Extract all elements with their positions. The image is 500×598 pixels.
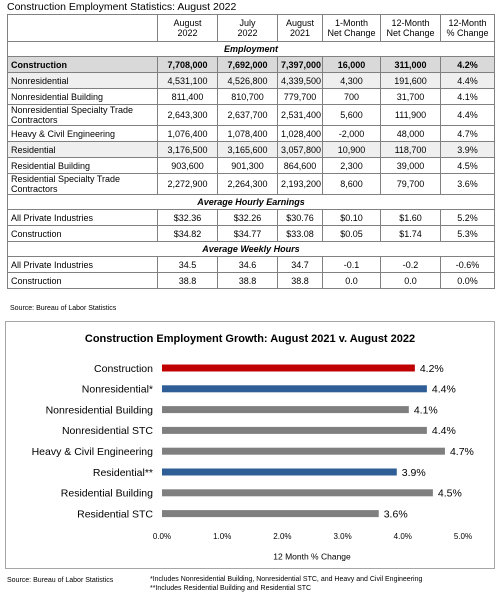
cell: 311,000	[380, 56, 441, 73]
table-row: Heavy & Civil Engineering 1,076,400 1,078,…	[7, 125, 495, 142]
bar	[162, 510, 379, 518]
data-table: August 2022 July 2022 August 2021 1-Month Net C…	[7, 14, 495, 289]
bar	[162, 406, 409, 414]
x-tick-label: 3.0%	[333, 532, 351, 541]
cell: 16,000	[322, 56, 381, 73]
cell: 4,526,800	[217, 72, 278, 89]
cell: 3,176,500	[157, 141, 218, 158]
header-line: % Change	[446, 28, 489, 38]
category-label: Nonresidential*	[82, 384, 153, 396]
category-label: Residential STC	[77, 508, 153, 520]
cell: 0.0%	[440, 272, 495, 289]
header-line: July	[239, 18, 256, 28]
value-label: 3.9%	[402, 467, 426, 479]
table-row: Nonresidential Specialty Trade Contracto…	[7, 104, 495, 126]
table-row: Construction $34.82 $34.77 $33.08 $0.05 $1.74…	[7, 225, 495, 242]
category-label: Nonresidential STC	[62, 425, 153, 437]
header-line: Net Change	[327, 28, 376, 38]
cell: 3.9%	[440, 141, 495, 158]
header-line: 2022	[237, 28, 258, 38]
row-label: Construction	[7, 56, 158, 73]
footnote: **Includes Residential Building and Resi…	[150, 585, 312, 592]
chart-title: Construction Employment Growth: August 2…	[85, 333, 415, 345]
table-row: All Private Industries 34.5 34.6 34.7 -0.1 -0…	[7, 256, 495, 273]
cell: 4.2%	[440, 56, 495, 73]
value-label: 4.4%	[432, 425, 456, 437]
table-title: Construction Employment Statistics: Augu…	[7, 1, 237, 13]
chart-source: Source: Bureau of Labor Statistics	[7, 577, 114, 584]
cell: 7,397,000	[277, 56, 323, 73]
cell: 7,692,000	[217, 56, 278, 73]
cell: 38.8	[157, 272, 218, 289]
header-line: 2022	[177, 28, 198, 38]
header-row: August 2022 July 2022 August 2021 1-Month Net C…	[7, 14, 495, 42]
cell: 0.0	[380, 272, 441, 289]
x-tick-label: 5.0%	[454, 532, 472, 541]
table-row: Construction 38.8 38.8 38.8 0.0 0.0 0.0%	[7, 272, 495, 289]
bar	[162, 426, 427, 434]
cell: 4,531,100	[157, 72, 218, 89]
bar	[162, 364, 415, 372]
x-axis-label: 12 Month % Change	[273, 551, 351, 561]
column-header: 12-Month% Change	[440, 14, 495, 42]
table-row: Nonresidential Building 811,400 810,700 779…	[7, 88, 495, 105]
category-label: Residential Building	[61, 488, 153, 500]
x-tick-label: 1.0%	[213, 532, 231, 541]
cell: 191,600	[380, 72, 441, 89]
bar	[162, 489, 433, 497]
value-label: 4.7%	[450, 446, 474, 458]
column-header: 12-Month Net Change	[380, 14, 441, 42]
x-tick-label: 4.0%	[394, 532, 412, 541]
column-header	[7, 14, 158, 42]
bar	[162, 447, 445, 455]
value-label: 3.6%	[384, 508, 408, 520]
value-label: 4.2%	[420, 363, 444, 375]
header-line: Net Change	[386, 28, 435, 38]
category-label: Residential**	[93, 467, 153, 479]
column-header: July 2022	[217, 14, 278, 42]
cell: 38.8	[217, 272, 278, 289]
category-label: Heavy & Civil Engineering	[32, 446, 154, 458]
table-row: All Private Industries $32.36 $32.26 $30.76…	[7, 209, 495, 226]
header-line: August	[173, 18, 202, 28]
cell: 4,300	[322, 72, 381, 89]
bar	[162, 468, 397, 476]
category-label: Nonresidential Building	[46, 404, 154, 416]
column-header: August 2022	[157, 14, 218, 42]
table-source: Source: Bureau of Labor Statistics	[10, 305, 117, 312]
bar	[162, 385, 427, 393]
value-label: 4.5%	[438, 488, 462, 500]
cell: 0.0	[322, 272, 381, 289]
header-line: 2021	[289, 28, 311, 38]
value-label: 4.4%	[432, 384, 456, 396]
row-label: Nonresidential Specialty Trade Contracto…	[7, 104, 158, 126]
x-tick-label: 2.0%	[273, 532, 291, 541]
header-line: 1-Month	[334, 18, 369, 28]
cell: 3,057,800	[277, 141, 323, 158]
header-line: 12-Month	[391, 18, 430, 28]
category-label: Construction	[94, 363, 153, 375]
cell: 4.4%	[440, 72, 495, 89]
value-label: 4.1%	[414, 404, 438, 416]
x-tick-label: 0.0%	[153, 532, 171, 541]
header-line: 12-Month	[448, 18, 487, 28]
footnote: *Includes Nonresidential Building, Nonre…	[150, 576, 423, 583]
chart-frame	[5, 321, 495, 569]
header-line: August	[285, 18, 315, 28]
cell: 118,700	[380, 141, 441, 158]
